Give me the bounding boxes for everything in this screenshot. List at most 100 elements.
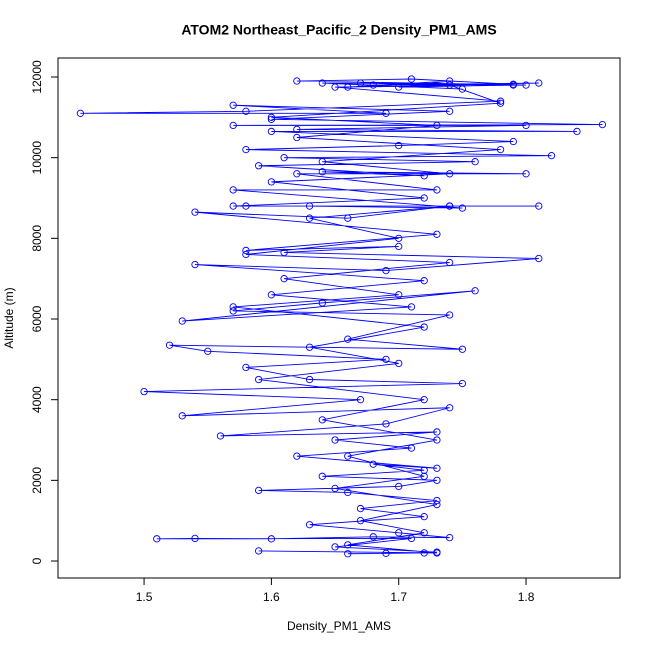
data-point [178, 317, 186, 325]
y-tick-label: 8000 [30, 225, 44, 252]
data-point [229, 121, 237, 130]
data-point [242, 250, 250, 259]
data-point [356, 79, 365, 87]
data-point [242, 363, 250, 372]
data-point [535, 79, 543, 87]
data-point [395, 529, 403, 537]
data-point [573, 127, 581, 136]
data-point [191, 534, 199, 543]
data-point [204, 347, 212, 355]
data-point [395, 482, 403, 491]
data-point [255, 162, 263, 170]
data-point [420, 277, 428, 285]
data-point [305, 202, 314, 210]
data-point [344, 83, 352, 91]
data-point [433, 476, 441, 484]
data-point [267, 535, 276, 543]
data-point [140, 387, 148, 396]
data-point [344, 214, 352, 222]
data-point [165, 341, 174, 349]
data-point [369, 81, 377, 89]
data-point [255, 375, 263, 384]
data-point [153, 535, 161, 543]
data-point [407, 303, 416, 311]
data-point [395, 234, 403, 242]
data-point [496, 97, 505, 105]
data-point [395, 359, 403, 368]
y-tick-label: 10000 [30, 141, 44, 175]
data-point [407, 534, 416, 543]
data-point [420, 472, 428, 480]
data-point [395, 141, 403, 150]
data-point [433, 428, 441, 436]
data-point [382, 266, 390, 275]
data-point [267, 113, 276, 121]
data-point [496, 145, 505, 154]
data-point [331, 83, 339, 91]
y-axis-label: Altitude (m) [2, 287, 16, 348]
x-tick-label: 1.8 [518, 590, 535, 604]
data-point [458, 204, 467, 212]
y-tick-label: 4000 [30, 386, 44, 413]
data-point [420, 513, 428, 521]
data-point [458, 379, 467, 388]
x-axis-label: Density_PM1_AMS [287, 619, 391, 633]
data-point [433, 496, 441, 505]
data-point [293, 133, 301, 142]
data-point [445, 77, 454, 85]
data-point [318, 158, 326, 166]
data-point [344, 488, 352, 497]
data-point [318, 299, 326, 307]
data-point [382, 109, 390, 117]
data-point [433, 464, 441, 472]
data-point [420, 172, 428, 180]
data-point [318, 168, 326, 176]
data-point [395, 242, 403, 251]
data-point [407, 75, 416, 83]
data-point [445, 311, 454, 319]
data-point [420, 194, 428, 202]
data-point [356, 396, 365, 404]
data-point [420, 323, 428, 331]
data-point [242, 246, 250, 255]
data-point [522, 81, 530, 89]
data-point [458, 85, 467, 93]
x-tick-label: 1.7 [390, 590, 407, 604]
data-point [229, 186, 237, 194]
data-point [356, 504, 365, 513]
x-tick-label: 1.5 [136, 590, 153, 604]
data-point [344, 550, 352, 558]
data-point [242, 145, 250, 154]
data-point [267, 178, 276, 186]
data-point [191, 260, 199, 269]
y-tick-label: 2000 [30, 467, 44, 494]
data-point [191, 208, 199, 216]
data-point [318, 416, 326, 424]
data-point [471, 287, 479, 295]
data-point [395, 291, 403, 299]
data-point [445, 170, 454, 178]
data-point [445, 404, 454, 412]
data-point [305, 214, 314, 222]
data-point [598, 120, 607, 129]
data-point [344, 452, 352, 460]
data-point [229, 303, 237, 311]
data-point [547, 152, 556, 160]
data-point [305, 343, 314, 351]
data-point [344, 541, 352, 549]
data-point [356, 517, 365, 525]
data-point [471, 158, 479, 166]
data-point [458, 345, 467, 353]
data-point [280, 154, 288, 162]
data-point [255, 547, 263, 555]
y-tick-label: 0 [30, 557, 44, 564]
data-point [496, 99, 505, 107]
data-point [280, 248, 288, 257]
data-point [267, 127, 276, 136]
data-point [216, 432, 225, 440]
data-point [229, 202, 237, 210]
plot-box [57, 57, 621, 579]
data-point [420, 396, 428, 404]
data-point [433, 500, 441, 509]
